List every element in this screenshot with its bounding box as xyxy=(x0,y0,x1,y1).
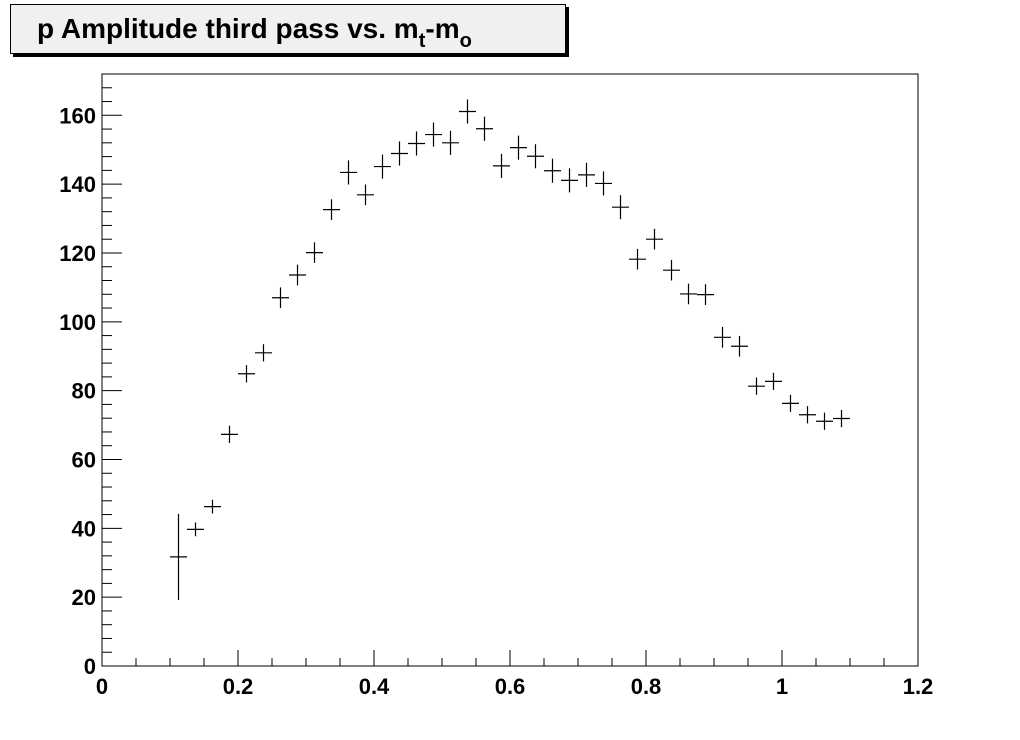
data-point xyxy=(612,195,629,220)
data-point xyxy=(187,522,204,537)
y-tick-label: 20 xyxy=(72,585,96,610)
data-point xyxy=(459,99,476,124)
y-tick-label: 40 xyxy=(72,516,96,541)
data-point xyxy=(561,168,578,193)
y-tick-label: 80 xyxy=(72,379,96,404)
data-point xyxy=(204,499,221,514)
data-point xyxy=(425,122,442,147)
y-tick-label: 0 xyxy=(84,654,96,679)
tick-labels: 0 0.2 0.4 0.6 0.8 1 1.2 0 20 40 60 80 100 120 140 160 xyxy=(59,103,933,699)
data-point xyxy=(714,326,731,348)
x-tick-label: 0.6 xyxy=(495,674,526,699)
data-point xyxy=(408,131,425,156)
chart-title-box: p Amplitude third pass vs. mt-mo xyxy=(10,4,566,54)
data-point xyxy=(816,412,833,430)
y-tick-label: 100 xyxy=(59,310,96,335)
y-tick-label: 140 xyxy=(59,172,96,197)
data-point xyxy=(391,141,408,166)
data-point xyxy=(680,283,697,305)
data-point xyxy=(272,287,289,309)
data-point xyxy=(782,394,799,412)
data-point xyxy=(323,199,340,220)
y-tick-label: 120 xyxy=(59,241,96,266)
y-tick-label: 60 xyxy=(72,447,96,472)
data-point xyxy=(374,154,391,179)
chart-title-subscript-o: o xyxy=(459,30,472,52)
data-markers xyxy=(170,99,850,600)
x-tick-label: 1 xyxy=(776,674,788,699)
data-point xyxy=(646,228,663,250)
data-point xyxy=(442,130,459,155)
x-tick-label: 1.2 xyxy=(903,674,934,699)
data-point xyxy=(238,365,255,383)
data-point xyxy=(833,409,850,428)
data-point xyxy=(697,284,714,305)
data-point xyxy=(170,513,187,600)
x-tick-label: 0 xyxy=(96,674,108,699)
chart-title-subscript-t: t xyxy=(418,30,426,52)
data-point xyxy=(221,425,238,443)
chart-title-dash: -m xyxy=(425,13,460,44)
data-point xyxy=(731,335,748,357)
data-point xyxy=(289,264,306,286)
x-tick-label: 0.4 xyxy=(359,674,390,699)
data-point xyxy=(306,242,323,263)
x-tick-label: 0.8 xyxy=(631,674,662,699)
data-point xyxy=(510,135,527,160)
data-point xyxy=(493,153,510,178)
data-point xyxy=(578,162,595,187)
axes xyxy=(101,74,918,667)
y-tick-label: 160 xyxy=(59,103,96,128)
data-point xyxy=(544,158,561,183)
data-point xyxy=(748,377,765,395)
data-point xyxy=(357,184,374,206)
data-point xyxy=(799,406,816,424)
ticks xyxy=(101,73,919,667)
x-tick-label: 0.2 xyxy=(223,674,254,699)
plot-frame xyxy=(101,73,919,667)
data-point xyxy=(476,116,493,141)
data-point xyxy=(663,259,680,281)
data-point xyxy=(527,144,544,169)
data-point xyxy=(255,344,272,362)
chart-title-main: p Amplitude third pass vs. m xyxy=(37,13,419,44)
data-point xyxy=(629,248,646,270)
data-point xyxy=(765,372,782,390)
data-point xyxy=(340,160,357,185)
data-point xyxy=(595,171,612,196)
chart-title: p Amplitude third pass vs. mt-mo xyxy=(37,13,472,52)
